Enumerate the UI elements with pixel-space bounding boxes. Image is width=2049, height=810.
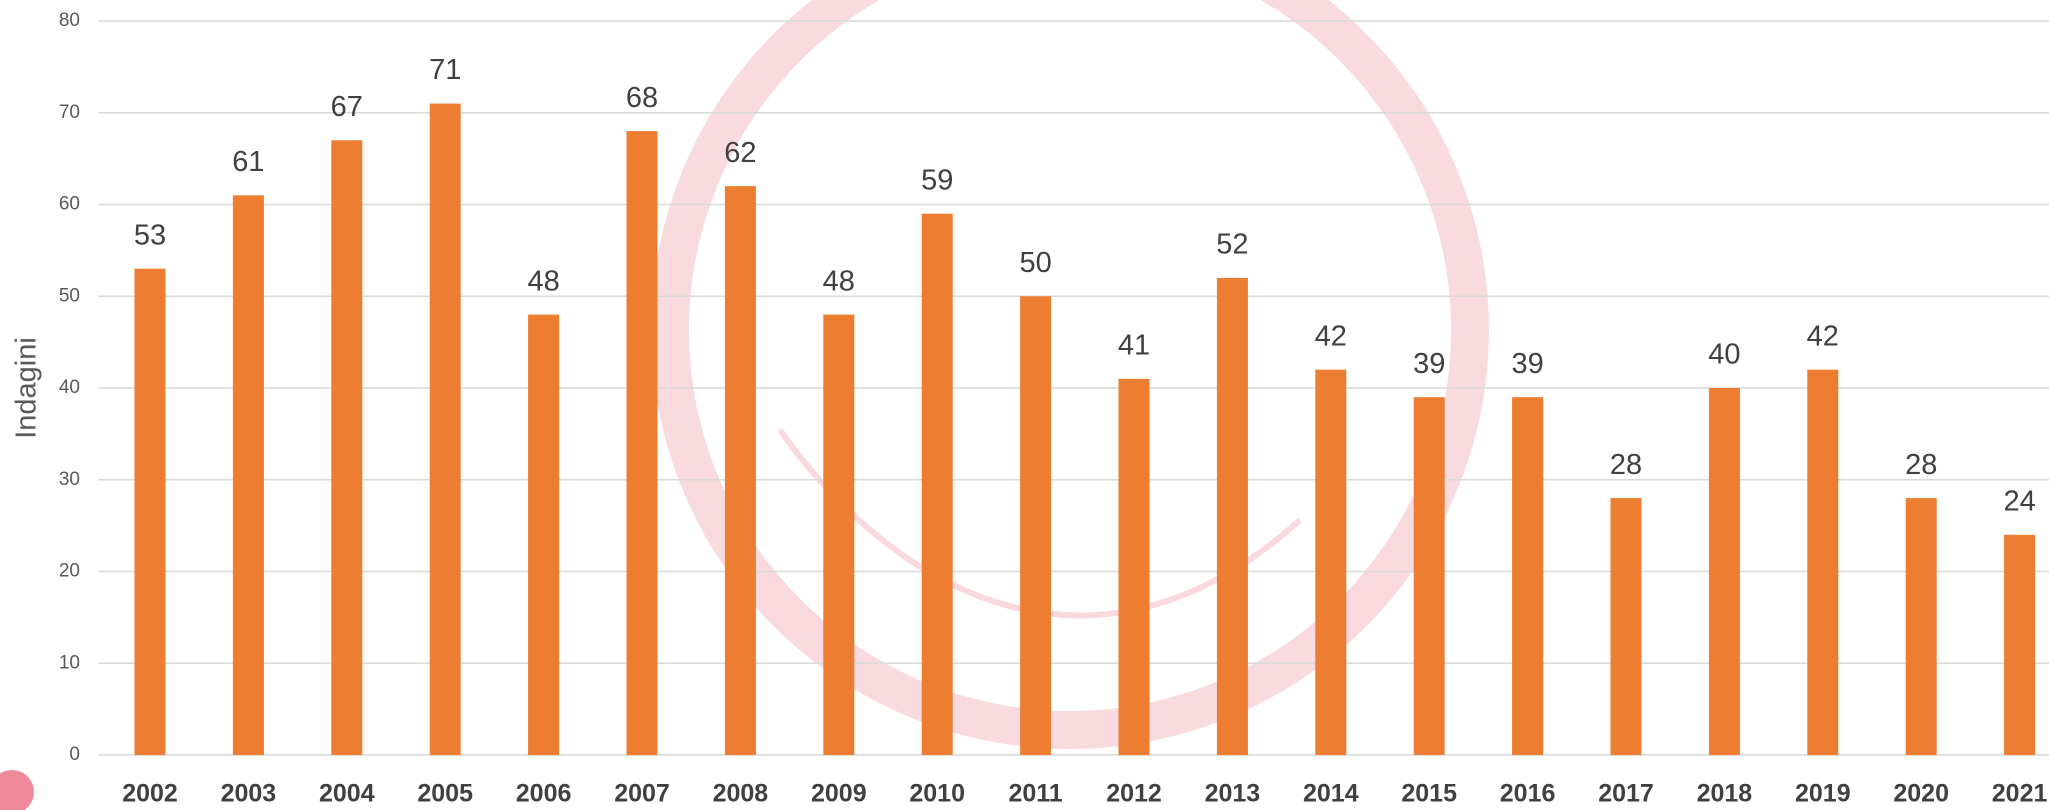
bar [1905, 498, 1937, 755]
x-tick-label: 2021 [1992, 780, 2048, 808]
x-tick-label: 2017 [1598, 780, 1654, 808]
x-tick-label: 2016 [1500, 780, 1556, 808]
value-label: 40 [1708, 339, 1740, 371]
x-tick-label: 2009 [811, 780, 867, 808]
y-tick-label: 60 [59, 194, 80, 215]
x-tick-label: 2006 [516, 780, 572, 808]
x-tick-label: 2018 [1697, 780, 1753, 808]
y-tick-label: 50 [59, 285, 80, 306]
y-tick-label: 30 [59, 469, 80, 490]
value-label: 28 [1905, 449, 1937, 481]
bar [1020, 296, 1052, 755]
bar [1315, 369, 1347, 755]
x-tick-label: 2015 [1401, 780, 1457, 808]
value-label: 42 [1315, 320, 1347, 352]
x-tick-label: 2010 [909, 780, 965, 808]
y-tick-label: 10 [59, 652, 80, 673]
y-tick-label: 20 [59, 561, 80, 582]
bar [1512, 397, 1544, 755]
y-axis-label: Indagini [11, 337, 43, 439]
x-tick-label: 2019 [1795, 780, 1851, 808]
value-label: 50 [1019, 247, 1051, 279]
value-label: 39 [1413, 348, 1445, 380]
value-label: 53 [134, 219, 166, 251]
decoration [0, 770, 34, 810]
x-tick-label: 2011 [1008, 780, 1062, 808]
value-label: 24 [2003, 485, 2035, 517]
x-tick-label: 2007 [614, 780, 670, 808]
bar [823, 314, 855, 755]
x-tick-label: 2020 [1893, 780, 1949, 808]
x-tick-label: 2008 [713, 780, 769, 808]
bar [232, 195, 264, 755]
value-label: 52 [1216, 229, 1248, 261]
bar [528, 314, 560, 755]
value-label: 28 [1610, 449, 1642, 481]
value-label: 48 [823, 265, 855, 297]
bar [921, 213, 953, 756]
value-label: 48 [527, 265, 559, 297]
bar [331, 140, 363, 755]
x-tick-label: 2014 [1303, 780, 1359, 808]
bar [724, 186, 756, 755]
x-tick-label: 2004 [319, 780, 375, 808]
value-label: 67 [331, 91, 363, 123]
value-label: 61 [232, 146, 264, 178]
value-label: 62 [724, 137, 756, 169]
y-tick-label: 40 [59, 377, 80, 398]
bar [1118, 378, 1150, 755]
value-label: 41 [1118, 329, 1150, 361]
bar [626, 131, 658, 756]
bar [1216, 277, 1248, 755]
x-tick-label: 2012 [1106, 780, 1162, 808]
bar [1610, 498, 1642, 755]
value-label: 59 [921, 164, 953, 196]
bar [2004, 534, 2036, 755]
y-tick-label: 80 [59, 10, 80, 31]
value-label: 42 [1807, 320, 1839, 352]
y-tick-label: 70 [59, 102, 80, 123]
x-tick-label: 2013 [1205, 780, 1261, 808]
bar [1807, 369, 1839, 755]
value-label: 71 [429, 54, 461, 86]
value-label: 68 [626, 82, 658, 114]
bar [134, 268, 166, 755]
bar [429, 103, 461, 755]
bar [1413, 397, 1445, 755]
x-tick-label: 2002 [122, 780, 178, 808]
value-label: 39 [1511, 348, 1543, 380]
y-tick-label: 0 [69, 744, 80, 765]
x-tick-label: 2003 [221, 780, 277, 808]
x-tick-label: 2005 [417, 780, 473, 808]
watermark [651, 0, 1489, 749]
bar [1708, 388, 1740, 755]
